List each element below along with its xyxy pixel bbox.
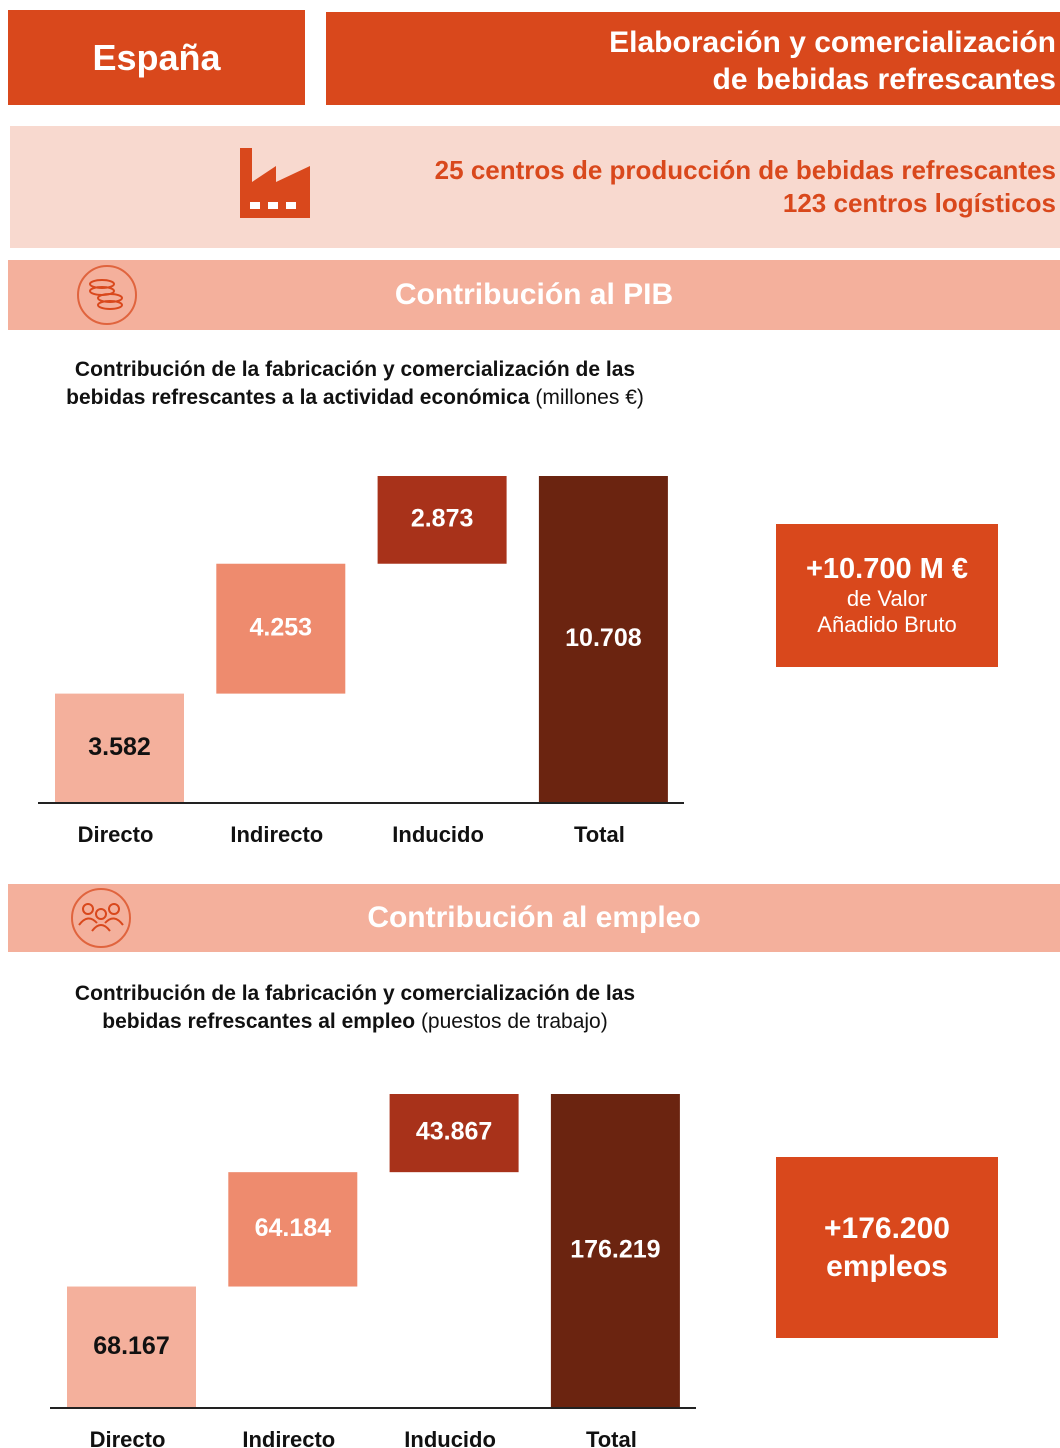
value-label: 176.219 (570, 1236, 660, 1264)
value-label: 4.253 (250, 613, 313, 641)
bar (67, 1286, 196, 1408)
facilities-band: 25 centros de producción de bebidas refr… (10, 126, 1060, 248)
callout-headline: +10.700 M € (805, 553, 969, 585)
region-header: España (8, 10, 305, 105)
x-tick-label: Indirecto (242, 1427, 335, 1448)
bar (550, 1094, 680, 1408)
callout-line: Añadido Bruto (817, 612, 957, 637)
callout-line: empleos (826, 1249, 948, 1283)
chart-title-text: Contribución de la fabricación y comerci… (66, 358, 636, 409)
people-icon (71, 888, 131, 948)
sector-header: Elaboración y comercialización de bebida… (326, 12, 1060, 105)
chart-title: Contribución de la fabricación y comerci… (45, 356, 665, 412)
coins-icon (77, 265, 137, 325)
x-tick-label: Total (586, 1427, 637, 1448)
section-band: Contribución al PIB (8, 260, 1060, 330)
sector-line: de bebidas refrescantes (712, 63, 1057, 96)
bar (55, 693, 184, 803)
facility-line: 25 centros de producción de bebidas refr… (434, 155, 1056, 185)
callout-headline: +176.200 (824, 1211, 950, 1245)
x-tick-label: Indirecto (230, 822, 323, 847)
factory-icon (240, 148, 310, 218)
facilities: 25 centros de producción de bebidas refr… (435, 154, 1056, 220)
chart-unit: (puestos de trabajo) (420, 1010, 608, 1033)
bar (538, 476, 668, 803)
value-label: 43.867 (416, 1118, 492, 1146)
bar (389, 1094, 519, 1173)
chart-title-text: Contribución de la fabricación y comerci… (74, 982, 636, 1033)
x-tick-label: Inducido (392, 822, 484, 847)
chart-unit: (millones €) (535, 386, 644, 409)
value-label: 2.873 (411, 504, 474, 532)
callout: +176.200 empleos (776, 1157, 998, 1338)
section-band: Contribución al empleo (8, 884, 1060, 952)
value-label: 68.167 (93, 1332, 169, 1360)
bar (377, 476, 507, 564)
facility-line: 123 centros logísticos (782, 188, 1056, 218)
section-title: Contribución al PIB (394, 278, 674, 311)
value-label: 10.708 (565, 624, 642, 652)
callout: +10.700 M € de Valor Añadido Bruto (776, 524, 998, 667)
value-label: 3.582 (88, 733, 151, 761)
x-tick-label: Inducido (404, 1427, 496, 1448)
x-tick-label: Directo (90, 1427, 166, 1448)
bar (216, 563, 346, 694)
callout-line: de Valor (846, 586, 928, 611)
bar (228, 1172, 358, 1287)
section-title: Contribución al empleo (367, 901, 701, 934)
x-tick-label: Total (574, 822, 625, 847)
value-label: 64.184 (255, 1214, 332, 1242)
sector-line: Elaboración y comercialización (609, 26, 1056, 59)
chart-title: Contribución de la fabricación y comerci… (45, 980, 665, 1036)
x-tick-label: Directo (78, 822, 154, 847)
